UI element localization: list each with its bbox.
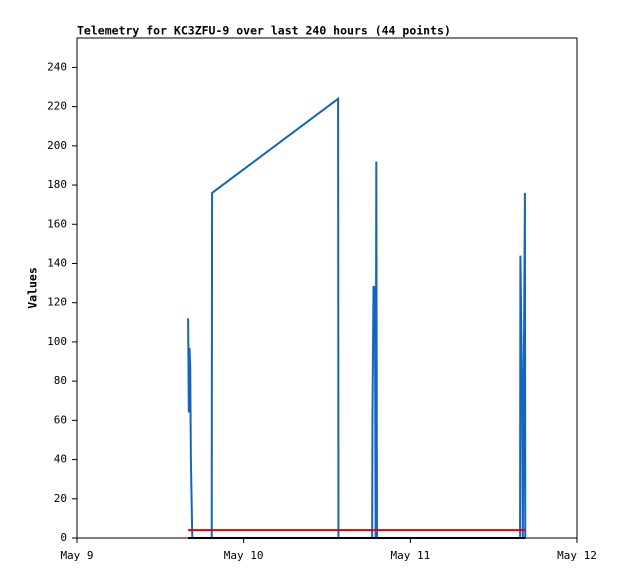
y-tick-label: 220 — [47, 100, 67, 113]
y-axis-label: Values — [26, 267, 40, 309]
series-line — [187, 96, 527, 539]
y-tick-label: 60 — [54, 413, 67, 426]
y-tick-label: 180 — [47, 178, 67, 191]
y-tick-label: 40 — [54, 453, 67, 466]
x-tick-label: May 12 — [557, 549, 597, 562]
y-tick-label: 20 — [54, 492, 67, 505]
y-tick-label: 100 — [47, 335, 67, 348]
y-tick-label: 0 — [60, 531, 67, 544]
x-tick-label: May 9 — [60, 549, 93, 562]
y-tick-label: 200 — [47, 139, 67, 152]
chart-title: Telemetry for KC3ZFU-9 over last 240 hou… — [77, 24, 451, 38]
x-tick-label: May 10 — [224, 549, 264, 562]
y-tick-label: 120 — [47, 296, 67, 309]
x-tick-label: May 11 — [390, 549, 430, 562]
y-tick-label: 240 — [47, 60, 67, 73]
y-tick-label: 160 — [47, 217, 67, 230]
y-tick-label: 140 — [47, 256, 67, 269]
y-tick-label: 80 — [54, 374, 67, 387]
